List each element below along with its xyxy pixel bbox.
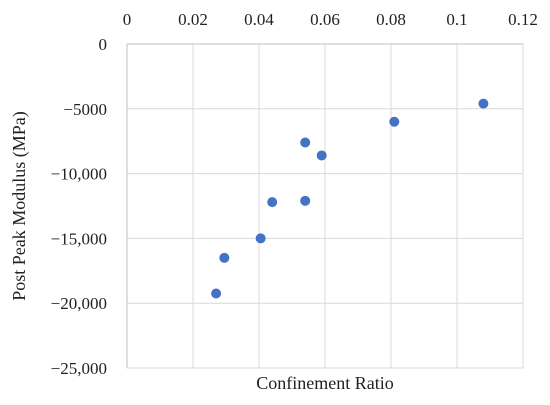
axes bbox=[126, 43, 523, 368]
x-tick-label: 0.12 bbox=[508, 10, 538, 29]
data-point bbox=[389, 116, 400, 127]
data-point bbox=[211, 288, 222, 299]
data-point bbox=[267, 197, 278, 208]
x-axis-label: Confinement Ratio bbox=[256, 373, 393, 393]
tick-labels: 0 0.02 0.04 0.06 0.08 0.1 0.12 0 −5000 −10,000 −15… bbox=[51, 10, 538, 378]
data-point bbox=[219, 252, 230, 263]
data-point bbox=[255, 233, 266, 244]
x-tick-label: 0.06 bbox=[310, 10, 340, 29]
y-tick-label: −5000 bbox=[63, 100, 107, 119]
y-axis-label: Post Peak Modulus (MPa) bbox=[9, 111, 30, 301]
x-tick-label: 0 bbox=[123, 10, 132, 29]
data-point bbox=[478, 98, 489, 109]
gridlines bbox=[127, 44, 524, 369]
x-tick-label: 0.08 bbox=[376, 10, 406, 29]
data-point bbox=[300, 137, 311, 148]
y-tick-label: 0 bbox=[99, 35, 108, 54]
data-point bbox=[316, 150, 327, 161]
x-tick-label: 0.04 bbox=[244, 10, 274, 29]
x-tick-label: 0.02 bbox=[178, 10, 208, 29]
y-tick-label: −10,000 bbox=[51, 165, 107, 184]
y-tick-label: −15,000 bbox=[51, 229, 107, 248]
data-points bbox=[211, 98, 489, 299]
x-tick-label: 0.1 bbox=[446, 10, 467, 29]
data-point bbox=[300, 195, 311, 206]
y-tick-label: −20,000 bbox=[51, 294, 107, 313]
y-tick-label: −25,000 bbox=[51, 359, 107, 378]
